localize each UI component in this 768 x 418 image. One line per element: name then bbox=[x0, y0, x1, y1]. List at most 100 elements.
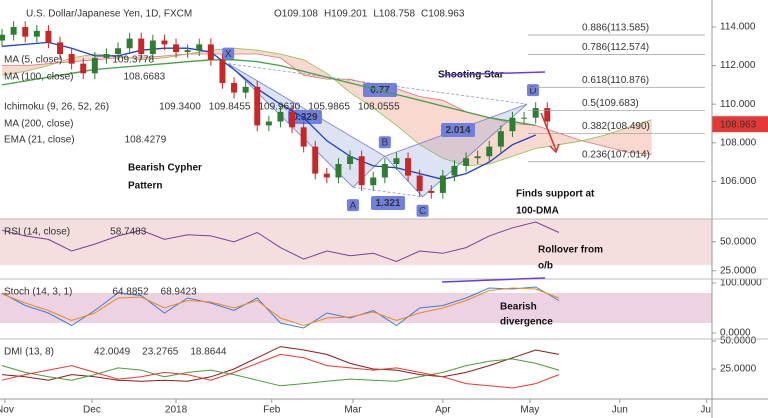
ratio-label: 2.014 bbox=[445, 125, 470, 136]
ichimoku-cloud bbox=[2, 48, 652, 166]
candle-body bbox=[439, 175, 446, 193]
annotation: Bearish bbox=[500, 302, 537, 313]
annotation: Rollover from bbox=[538, 245, 603, 256]
candle-body bbox=[312, 146, 319, 174]
pattern-leg bbox=[352, 186, 423, 198]
last-price-box bbox=[712, 116, 768, 133]
arrow bbox=[540, 112, 560, 154]
candle-body bbox=[242, 86, 249, 93]
candle-body bbox=[126, 38, 133, 49]
candle-body bbox=[91, 57, 98, 74]
indicator-legend: EMA (21, close) bbox=[4, 135, 75, 146]
pattern-label: D bbox=[529, 85, 536, 96]
y-tick-label: 100.0000 bbox=[720, 278, 762, 289]
band bbox=[0, 218, 712, 265]
x-tick-label: 2018 bbox=[165, 405, 188, 416]
candle-body bbox=[323, 173, 330, 178]
pane-legend: RSI (14, close) bbox=[4, 227, 70, 238]
candle-body bbox=[80, 63, 87, 74]
candle-body bbox=[277, 111, 284, 122]
pattern-label: X bbox=[225, 49, 232, 60]
candle-body bbox=[416, 175, 423, 191]
candle-body bbox=[149, 40, 156, 55]
indicator-reading: 108.6683 bbox=[123, 72, 165, 83]
series-line bbox=[1, 287, 560, 327]
candle-body bbox=[381, 163, 388, 178]
annotation: divergence bbox=[500, 317, 553, 328]
annotation: Shooting Star bbox=[438, 70, 504, 81]
fib-label: 0.236(107.014) bbox=[582, 149, 650, 160]
ratio-box bbox=[371, 196, 405, 210]
y-tick-label: 110.000 bbox=[720, 99, 756, 110]
fib-label: 0.618(110.876) bbox=[582, 75, 649, 86]
candle-body bbox=[45, 30, 52, 43]
series-line bbox=[1, 286, 560, 329]
candle-body bbox=[207, 44, 214, 60]
candle-body bbox=[265, 121, 272, 126]
y-tick-label: 50.0000 bbox=[720, 336, 757, 347]
pattern-label: C bbox=[419, 206, 426, 217]
candle-body bbox=[22, 27, 29, 37]
candle-body bbox=[474, 156, 481, 159]
chart-title: U.S. Dollar/Japanese Yen, 1D, FXCM bbox=[26, 9, 192, 20]
x-tick-label: Nov bbox=[0, 405, 14, 416]
candle-body bbox=[231, 82, 238, 93]
candle-body bbox=[393, 158, 400, 164]
divergence-line bbox=[441, 277, 546, 283]
ohlc-label: C108.963 bbox=[421, 9, 465, 20]
x-tick-label: Dec bbox=[83, 405, 101, 416]
series-line bbox=[1, 221, 560, 263]
ratio-label: 1.321 bbox=[375, 198, 400, 209]
pattern-point bbox=[346, 199, 359, 212]
candle-body bbox=[428, 190, 435, 193]
candle-body bbox=[184, 50, 191, 53]
fib-label: 0.382(108.490) bbox=[582, 121, 650, 132]
candle-body bbox=[300, 127, 307, 147]
indicator-reading: 105.9865 bbox=[308, 102, 350, 113]
series-line bbox=[1, 346, 559, 382]
candle-body bbox=[138, 38, 145, 55]
y-tick-label: 50.0000 bbox=[720, 236, 757, 247]
fib-label: 0.5(109.683) bbox=[582, 98, 639, 109]
indicator-reading: 109.3400 bbox=[159, 102, 201, 113]
annotation: o/b bbox=[538, 261, 553, 272]
pane-reading: 18.8644 bbox=[190, 347, 227, 358]
last-price-label: 108.963 bbox=[720, 119, 757, 130]
candle-body bbox=[335, 163, 342, 178]
y-tick-label: 25.0000 bbox=[720, 265, 757, 276]
pattern-point bbox=[416, 204, 429, 217]
candle-body bbox=[370, 177, 377, 186]
annotation: 100-DMA bbox=[516, 206, 559, 217]
pattern-label: A bbox=[350, 200, 357, 211]
y-tick-label: 114.000 bbox=[720, 22, 756, 33]
candle-body bbox=[544, 108, 551, 122]
candle-body bbox=[521, 117, 528, 119]
x-tick-label: Mar bbox=[344, 405, 362, 416]
y-tick-label: 106.000 bbox=[720, 176, 757, 187]
ichimoku-span-b bbox=[2, 53, 652, 155]
ratio-label: 0.329 bbox=[292, 112, 317, 123]
pane-reading: 68.9423 bbox=[161, 287, 198, 298]
candle-body bbox=[0, 34, 6, 41]
divergence-line bbox=[441, 71, 546, 76]
series-line bbox=[1, 353, 560, 389]
series-line bbox=[1, 358, 560, 387]
indicator-reading: 108.4279 bbox=[125, 135, 167, 146]
annotation: Pattern bbox=[128, 181, 162, 192]
pane-reading: 58.7483 bbox=[110, 227, 147, 238]
plot-layer: Nov Dec 2018 Feb Mar Apr May Jun Jul 114.000 112.0… bbox=[0, 9, 768, 416]
candle-body bbox=[115, 48, 122, 55]
fib-label: 0.786(112.574) bbox=[582, 42, 649, 53]
pattern-point bbox=[378, 136, 391, 149]
candle-body bbox=[347, 156, 354, 164]
pattern-leg bbox=[228, 63, 386, 157]
indicator-legend: MA (5, close) bbox=[4, 55, 62, 66]
candle-body bbox=[405, 158, 412, 176]
indicator-reading: 108.0555 bbox=[358, 102, 400, 113]
x-tick-label: Apr bbox=[435, 405, 451, 416]
pane-reading: 42.0049 bbox=[94, 347, 131, 358]
pane-legend: DMI (13, 8) bbox=[4, 347, 54, 358]
candle-body bbox=[103, 54, 110, 58]
pane-reading: 23.2765 bbox=[142, 347, 179, 358]
